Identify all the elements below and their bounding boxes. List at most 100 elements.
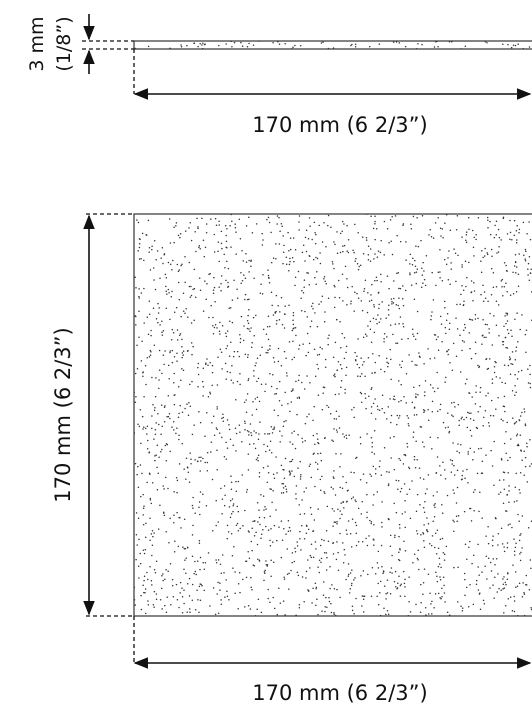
- stipple-dot: [498, 493, 500, 495]
- stipple-dot: [217, 521, 219, 523]
- stipple-dot: [159, 277, 161, 279]
- stipple-dot: [167, 415, 170, 418]
- stipple-dot: [519, 492, 521, 494]
- stipple-dot: [342, 476, 344, 478]
- stipple-dot: [348, 592, 351, 594]
- stipple-dot: [315, 604, 317, 607]
- stipple-dot: [413, 272, 416, 274]
- stipple-dot: [319, 452, 322, 455]
- stipple-dot: [260, 383, 263, 385]
- stipple-dot: [192, 524, 194, 527]
- stipple-dot: [327, 540, 330, 542]
- stipple-dot: [520, 551, 522, 554]
- stipple-dot: [232, 503, 235, 505]
- stipple-dot: [220, 603, 223, 606]
- stipple-dot: [419, 504, 421, 506]
- stipple-dot: [524, 248, 527, 251]
- stipple-dot: [380, 273, 382, 276]
- stipple-dot: [451, 41, 453, 43]
- stipple-dot: [339, 510, 341, 512]
- stipple-dot: [526, 445, 528, 448]
- stipple-dot: [431, 600, 433, 603]
- stipple-dot: [295, 497, 297, 500]
- stipple-dot: [335, 429, 338, 431]
- stipple-dot: [224, 225, 227, 227]
- stipple-dot: [223, 571, 225, 574]
- stipple-dot: [373, 544, 375, 546]
- stipple-dot: [318, 224, 320, 227]
- stipple-dot: [199, 289, 202, 291]
- stipple-dot: [398, 322, 400, 325]
- stipple-dot: [461, 609, 464, 612]
- stipple-dot: [182, 369, 185, 371]
- stipple-dot: [248, 443, 251, 446]
- stipple-dot: [469, 429, 472, 432]
- stipple-dot: [507, 459, 509, 462]
- stipple-dot: [335, 558, 338, 561]
- stipple-dot: [466, 468, 468, 471]
- stipple-dot: [323, 551, 326, 554]
- stipple-dot: [230, 475, 232, 477]
- stipple-dot: [415, 47, 418, 49]
- stipple-dot: [205, 362, 207, 364]
- stipple-dot: [439, 597, 441, 599]
- stipple-dot: [461, 264, 463, 266]
- stipple-dot: [178, 516, 180, 519]
- stipple-dot: [507, 43, 509, 46]
- stipple-dot: [134, 586, 136, 589]
- stipple-dot: [448, 328, 451, 331]
- stipple-dot: [345, 501, 348, 503]
- stipple-dot: [431, 400, 434, 403]
- stipple-dot: [289, 473, 292, 475]
- stipple-dot: [508, 490, 510, 492]
- stipple-dot: [175, 476, 178, 479]
- stipple-dot: [451, 414, 453, 416]
- stipple-dot: [463, 510, 466, 513]
- stipple-dot: [484, 410, 487, 412]
- stipple-dot: [229, 320, 231, 323]
- stipple-dot: [280, 223, 283, 225]
- stipple-dot: [290, 390, 293, 392]
- stipple-dot: [251, 549, 253, 552]
- stipple-dot: [310, 543, 313, 545]
- stipple-dot: [315, 588, 317, 590]
- stipple-dot: [336, 588, 338, 591]
- stipple-dot: [363, 595, 366, 598]
- stipple-dot: [291, 470, 293, 472]
- stipple-dot: [316, 433, 318, 435]
- stipple-dot: [380, 239, 382, 242]
- stipple-dot: [486, 253, 489, 256]
- stipple-dot: [525, 574, 528, 577]
- stipple-dot: [412, 436, 415, 438]
- stipple-dot: [403, 540, 405, 542]
- stipple-dot: [309, 382, 311, 384]
- front-view-board: [133, 213, 532, 617]
- stipple-dot: [149, 497, 152, 500]
- stipple-dot: [374, 418, 377, 420]
- stipple-dot: [431, 448, 433, 450]
- stipple-dot: [136, 473, 138, 476]
- stipple-dot: [467, 605, 470, 608]
- stipple-dot: [345, 345, 348, 348]
- stipple-dot: [237, 530, 240, 532]
- stipple-dot: [404, 586, 406, 588]
- stipple-dot: [319, 489, 322, 491]
- stipple-dot: [242, 578, 244, 581]
- stipple-dot: [390, 567, 393, 569]
- stipple-dot: [354, 359, 357, 361]
- stipple-dot: [194, 459, 196, 461]
- stipple-dot: [374, 238, 376, 241]
- stipple-dot: [267, 315, 270, 318]
- stipple-dot: [398, 415, 401, 417]
- stipple-dot: [495, 324, 498, 326]
- stipple-dot: [321, 475, 323, 478]
- stipple-dot: [279, 311, 281, 313]
- stipple-dot: [189, 383, 191, 386]
- stipple-dot: [165, 476, 167, 479]
- stipple-dot: [418, 352, 420, 354]
- stipple-dot: [367, 325, 369, 327]
- stipple-dot: [333, 612, 335, 614]
- stipple-dot: [312, 434, 315, 437]
- stipple-dot: [221, 247, 223, 250]
- stipple-dot: [176, 339, 179, 341]
